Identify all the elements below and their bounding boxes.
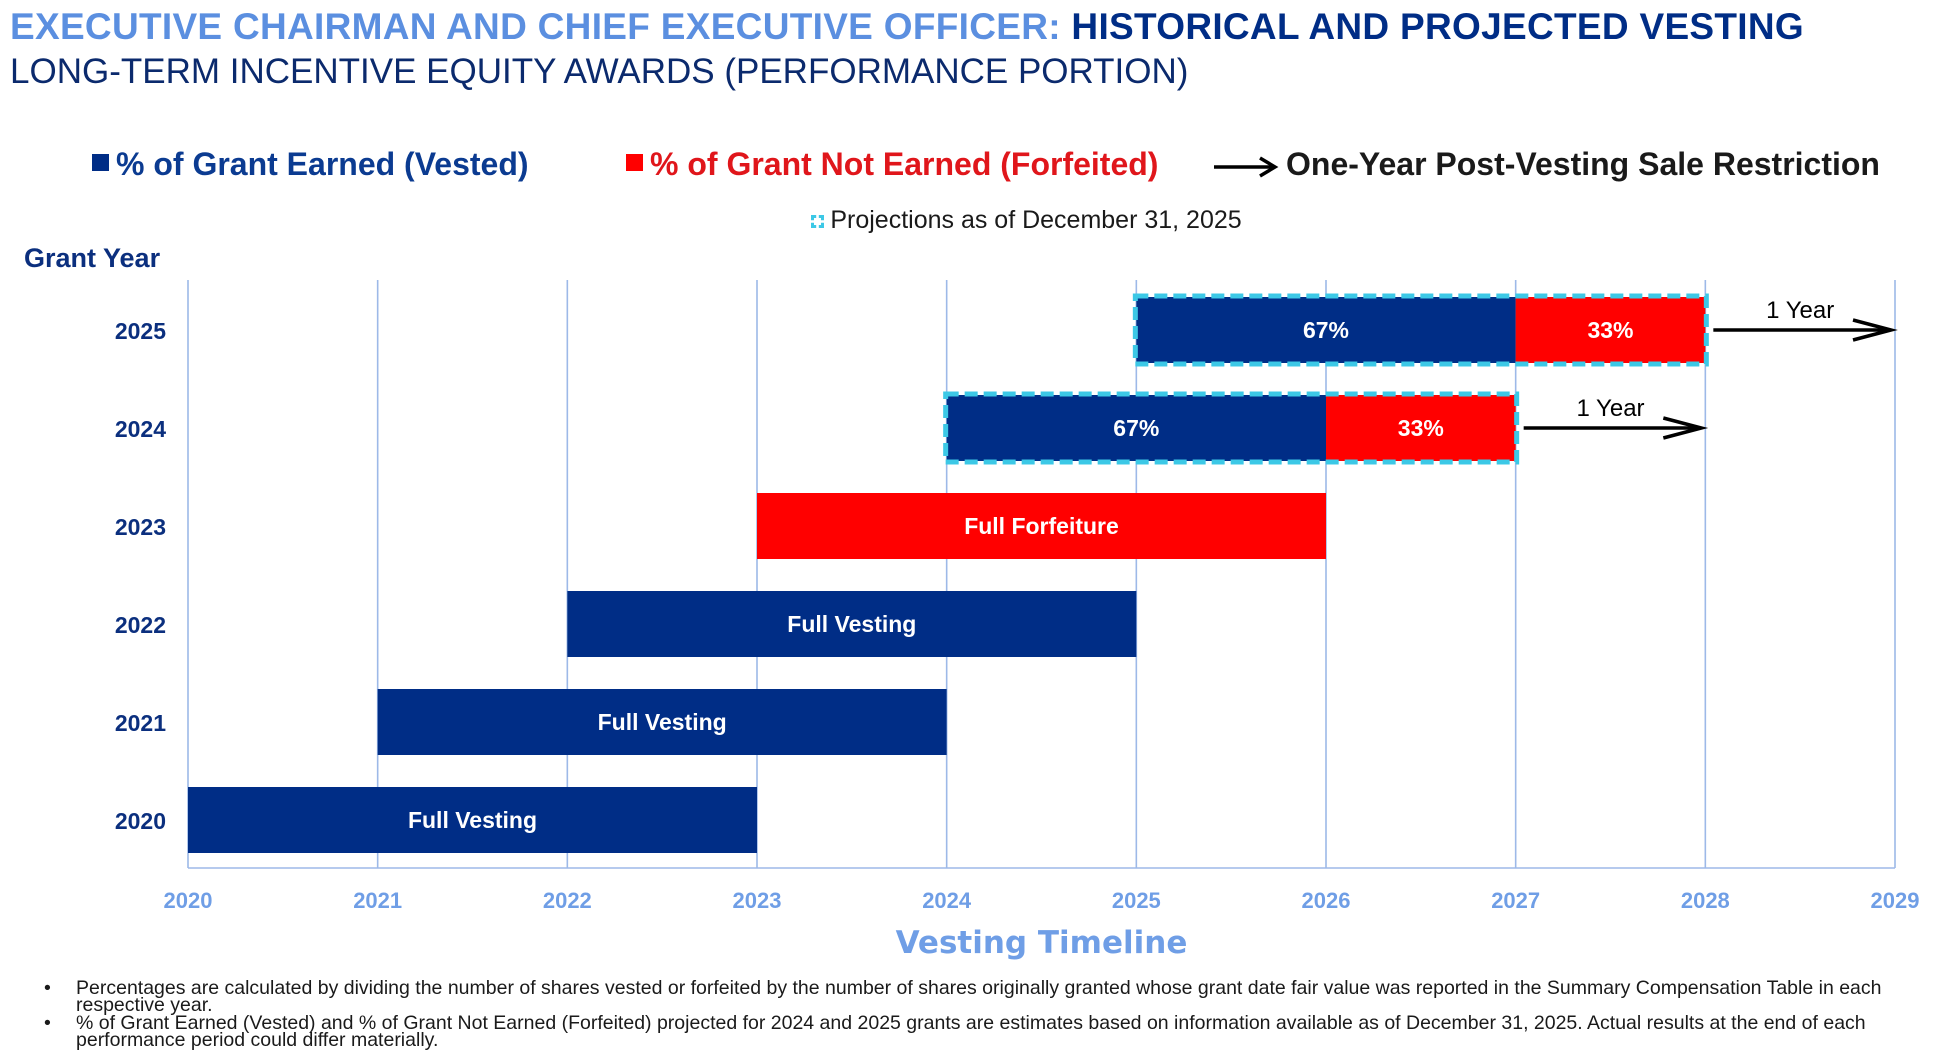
- legend-item-forfeited: % of Grant Not Earned (Forfeited): [626, 146, 1158, 183]
- projection-note: Projections as of December 31, 2025: [0, 206, 1935, 235]
- page-subtitle: LONG-TERM INCENTIVE EQUITY AWARDS (PERFO…: [10, 52, 1189, 91]
- restriction-arrowhead: [1852, 318, 1898, 342]
- projection-word: Projections: [830, 206, 954, 234]
- legend-label-restriction: One-Year Post-Vesting Sale Restriction: [1286, 146, 1880, 182]
- bar-forfeited: [1326, 395, 1516, 461]
- restriction-label: 1 Year: [1576, 395, 1644, 422]
- projection-dashed-border: [943, 391, 1520, 465]
- title-part-1: EXECUTIVE CHAIRMAN AND CHIEF EXECUTIVE O…: [10, 6, 1072, 47]
- legend-item-vested: % of Grant Earned (Vested): [92, 146, 529, 183]
- x-tick-label: 2025: [1112, 888, 1161, 913]
- chart-legend: % of Grant Earned (Vested) % of Grant No…: [0, 146, 1935, 190]
- legend-label-forfeited: % of Grant Not Earned (Forfeited): [650, 146, 1159, 182]
- legend-swatch-forfeited: [626, 154, 643, 171]
- y-tick-label: 2020: [115, 808, 166, 834]
- restriction-arrowhead: [1662, 416, 1709, 440]
- y-tick-label: 2023: [115, 514, 166, 540]
- title-part-2: HISTORICAL AND PROJECTED VESTING: [1071, 6, 1804, 47]
- bar-label: 33%: [1398, 415, 1444, 441]
- projection-dashed-border: [1132, 293, 1709, 367]
- arrow-right-icon: [1214, 156, 1279, 178]
- y-tick-label: 2021: [115, 710, 166, 736]
- x-tick-label: 2028: [1681, 888, 1730, 913]
- projection-dashed-box-icon: [811, 215, 825, 228]
- bar-vested: [1136, 297, 1516, 363]
- x-tick-label: 2021: [353, 888, 402, 913]
- footnote-2: • % of Grant Earned (Vested) and % of Gra…: [44, 1012, 1924, 1051]
- x-tick-label: 2022: [543, 888, 592, 913]
- bar-forfeited: [1515, 297, 1706, 363]
- footnotes: • Percentages are calculated by dividing …: [44, 977, 1924, 1051]
- bar-label: 67%: [1303, 317, 1349, 343]
- projection-date: as of December 31, 2025: [954, 206, 1242, 234]
- legend-swatch-vested: [92, 154, 109, 171]
- x-tick-label: 2027: [1491, 888, 1540, 913]
- bar-vested: [567, 591, 1137, 657]
- footnote-bullet: •: [44, 977, 51, 999]
- bar-label: 33%: [1587, 317, 1633, 343]
- y-tick-label: 2022: [115, 612, 166, 638]
- bar-label: Full Vesting: [598, 709, 727, 735]
- y-tick-label: 2025: [115, 318, 166, 344]
- footnote-2-text: % of Grant Earned (Vested) and % of Gran…: [76, 1012, 1866, 1051]
- bar-vested: [946, 395, 1326, 461]
- bar-label: Full Vesting: [787, 611, 916, 637]
- page-title: EXECUTIVE CHAIRMAN AND CHIEF EXECUTIVE O…: [10, 6, 1804, 48]
- x-tick-label: 2023: [733, 888, 782, 913]
- x-tick-label: 2026: [1302, 888, 1351, 913]
- bar-label: 67%: [1113, 415, 1159, 441]
- vesting-gantt-chart: 2020 2021 2022 2023 2024 2025 2026 2027 2028 2029…: [24, 243, 1920, 961]
- bar-vested: [188, 787, 757, 853]
- y-tick-label: 2024: [115, 416, 166, 442]
- x-axis-title: Vesting Timeline: [896, 925, 1188, 961]
- footnote-bullet: •: [44, 1012, 51, 1034]
- bar-vested: [377, 689, 947, 755]
- legend-label-vested: % of Grant Earned (Vested): [116, 146, 529, 182]
- footnote-1: • Percentages are calculated by dividing …: [44, 977, 1924, 1016]
- bar-label: Full Forfeiture: [964, 513, 1119, 539]
- restriction-label: 1 Year: [1766, 297, 1834, 324]
- footnote-1-text: Percentages are calculated by dividing t…: [76, 977, 1882, 1016]
- x-tick-label: 2024: [922, 888, 972, 913]
- y-axis-title: Grant Year: [24, 243, 161, 273]
- x-tick-label: 2029: [1871, 888, 1920, 913]
- bar-forfeited: [757, 493, 1326, 559]
- legend-item-restriction: One-Year Post-Vesting Sale Restriction: [1212, 146, 1880, 183]
- x-tick-label: 2020: [164, 888, 213, 913]
- bar-label: Full Vesting: [408, 807, 537, 833]
